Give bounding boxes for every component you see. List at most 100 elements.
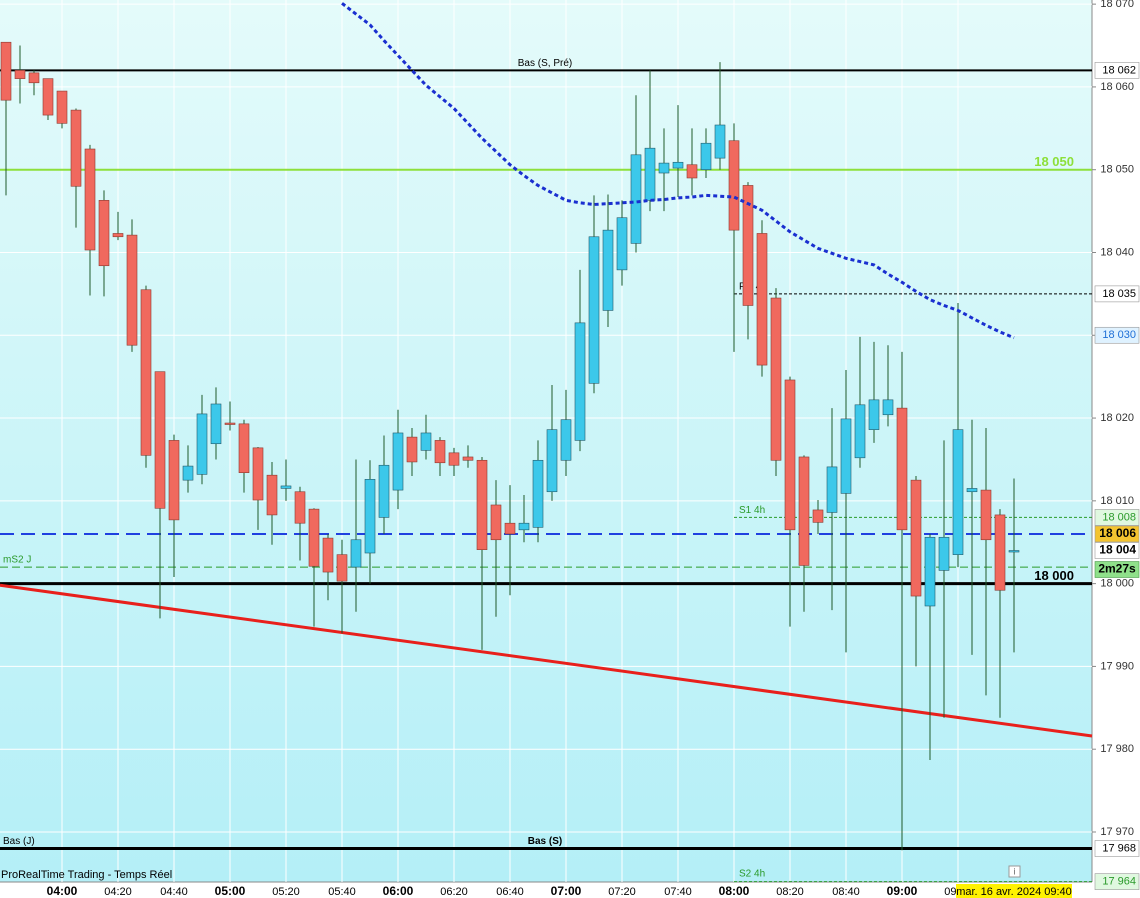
x-tick-label: 05:40: [328, 886, 356, 898]
info-icon-text: i: [1014, 866, 1016, 876]
candle-body: [630, 154, 642, 244]
price-label-box: [1094, 542, 1140, 559]
price-label: 18 006: [1099, 526, 1136, 540]
candle-body: [238, 423, 250, 473]
candle-body: [392, 432, 404, 491]
x-tick-label: 08:40: [832, 886, 860, 898]
candle-body: [784, 379, 796, 531]
level-label: Bas (J): [3, 836, 35, 847]
price-label: 17 968: [1102, 842, 1136, 854]
candle-body: [854, 404, 866, 459]
trendline: [0, 583, 1093, 738]
cursor-label: mar. 16 avr. 2024 09:40: [956, 886, 1072, 898]
candle-body: [224, 422, 236, 425]
candle-body: [196, 413, 208, 475]
price-label-box: [1094, 525, 1140, 543]
time-axis: [0, 882, 1092, 898]
price-label-box: [1094, 873, 1140, 890]
candle-body: [1008, 550, 1020, 553]
candle-body: [504, 522, 516, 535]
candle-body: [476, 459, 488, 550]
x-tick-label: 08:00: [719, 884, 750, 898]
candle-body: [406, 436, 418, 463]
price-label-box: [1094, 509, 1140, 526]
candle-body: [574, 322, 586, 441]
candle-body: [84, 148, 96, 251]
candle-body: [168, 440, 180, 521]
candle-body: [294, 491, 306, 524]
candle-body: [616, 217, 628, 271]
candle-body: [994, 514, 1006, 591]
candle-body: [210, 403, 222, 445]
y-tick-label: 17 970: [1100, 826, 1134, 838]
price-label-box: [1094, 285, 1140, 303]
candle-body: [252, 447, 264, 501]
candle-body: [70, 109, 82, 187]
candle-body: [546, 429, 558, 493]
timer-box: [1094, 561, 1140, 578]
candle-body: [980, 489, 992, 541]
candle-body: [672, 161, 684, 169]
level-label: Bas (S, Pré): [518, 58, 572, 69]
candle-body: [812, 509, 824, 523]
candle-body: [588, 236, 600, 384]
x-tick-label: 09:00: [887, 884, 918, 898]
candle-body: [14, 70, 26, 79]
level-label: S1 4h: [739, 505, 765, 516]
candle-body: [924, 536, 936, 607]
timer: 2m27s: [1098, 562, 1136, 576]
x-tick-label: 07:20: [608, 886, 636, 898]
price-label-box: [1094, 840, 1140, 857]
y-tick-label: 18 070: [1100, 0, 1134, 10]
x-tick-label: 06:40: [496, 886, 524, 898]
candle-body: [798, 456, 810, 566]
footer: ProRealTime Trading - Temps Réel: [1, 869, 172, 881]
candle-body: [952, 429, 964, 555]
candle-body: [686, 164, 698, 179]
moving-average: [341, 2, 1015, 340]
y-tick-label: 17 990: [1100, 660, 1134, 672]
price-label-box: [1094, 326, 1140, 344]
price-label: 18 062: [1102, 64, 1136, 76]
candle-body: [728, 140, 740, 231]
plot-background: [0, 0, 1092, 882]
candle-body: [882, 399, 894, 416]
candle-body: [742, 185, 754, 306]
candle-body: [448, 452, 460, 466]
info-icon[interactable]: [1008, 865, 1021, 878]
candle-body: [98, 200, 110, 267]
candle-body: [112, 233, 124, 238]
candle-body: [308, 508, 320, 567]
candle-body: [56, 90, 68, 124]
price-label-box: [1094, 62, 1140, 79]
x-tick-label: 06:00: [383, 884, 414, 898]
candle-body: [42, 78, 54, 116]
candle-body: [364, 479, 376, 554]
candle-body: [826, 466, 838, 513]
candle-body: [868, 399, 880, 430]
candle-body: [896, 407, 908, 531]
candle-body: [602, 229, 614, 311]
y-tick-label: 18 020: [1100, 412, 1134, 424]
candle-body: [644, 147, 656, 201]
candle-body: [840, 418, 852, 494]
candle-body: [28, 72, 40, 84]
x-tick-label: 08:20: [776, 886, 804, 898]
candle-body: [518, 522, 530, 531]
y-tick-label: 18 000: [1100, 578, 1134, 590]
axis-labels: 17 970 17 980 17 990 18 000 18 010 18 020 18 0…: [47, 0, 1140, 898]
x-tick-label: 07:00: [551, 884, 582, 898]
x-tick-label: 07:40: [664, 886, 692, 898]
level-label: 18 050: [1034, 154, 1074, 169]
x-tick-label: 04:20: [104, 886, 132, 898]
candle-body: [350, 539, 362, 568]
price-label: 18 004: [1099, 543, 1136, 557]
candle-body: [266, 474, 278, 516]
candle-body: [532, 459, 544, 528]
price-label: 18 008: [1102, 511, 1136, 523]
y-tick-label: 18 010: [1100, 495, 1134, 507]
level-label: Bas (S): [528, 836, 562, 847]
candle-body: [336, 554, 348, 582]
candle-body: [770, 297, 782, 461]
y-tick-label: 17 980: [1100, 743, 1134, 755]
